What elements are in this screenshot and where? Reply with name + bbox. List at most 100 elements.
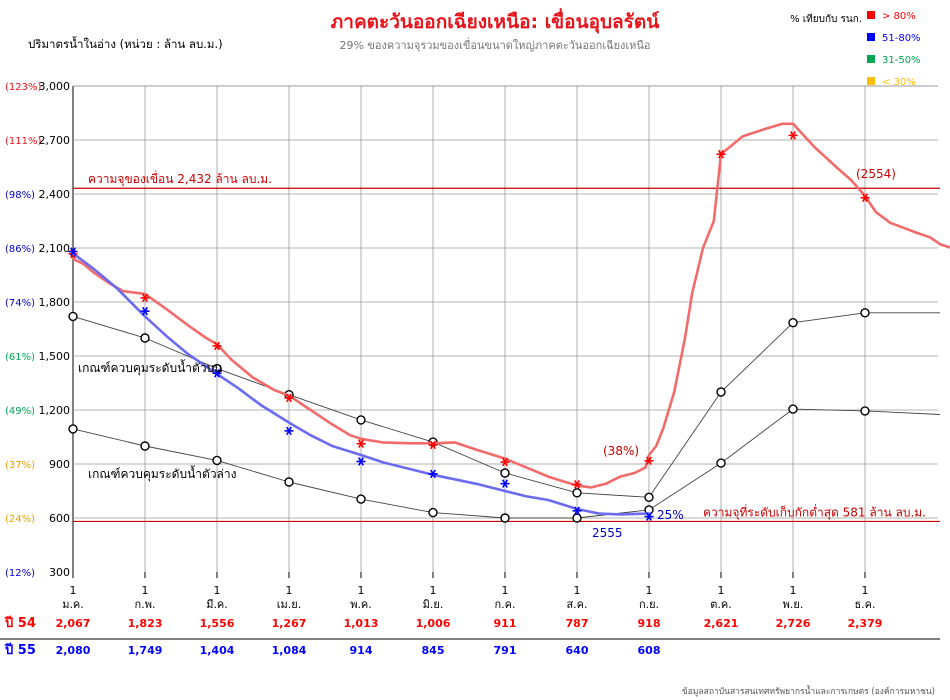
x-month-label-8: ก.ย.	[639, 598, 659, 611]
y-tick-label-300: 300	[49, 566, 70, 579]
min-storage-label: ความจุที่ระดับเก็บกักต่ำสุด 581 ล้าน ลบ.…	[703, 503, 926, 520]
lower-rule-label: เกณฑ์ควบคุมระดับน้ำตัวล่าง	[88, 465, 237, 482]
lower-rule-marker-6	[500, 513, 510, 523]
chart-subtitle: 29% ของความจุรวมของเขื่อนขนาดใหญ่ภาคตะวั…	[339, 37, 650, 52]
point-y55-8	[644, 512, 654, 521]
table-row55-value-3: 1,084	[272, 644, 307, 657]
pct25-label: 25%	[657, 508, 684, 522]
table-row54-label: ปี 54	[4, 615, 36, 631]
point-y54-8	[644, 456, 654, 466]
table-row54-value-7: 787	[566, 617, 589, 630]
legend-label-1: 51-80%	[882, 33, 921, 44]
point-y55-5	[428, 469, 438, 479]
legend: % เทียบกับ รนก. > 80% 51-80% 31-50% < 30%	[790, 11, 921, 88]
point-y54-2	[212, 341, 222, 351]
series-line-y55	[71, 252, 651, 516]
x-month-label-4: พ.ค.	[350, 598, 372, 611]
x-day-label-5: 1	[430, 584, 437, 597]
point-y55-7	[572, 506, 582, 516]
legend-swatch-3	[867, 77, 875, 85]
lower-rule-marker-0	[68, 424, 78, 434]
y-tick-label-1500: 1,500	[39, 350, 71, 363]
table-row55-value-8: 608	[638, 644, 661, 657]
table-row55-value-7: 640	[566, 644, 589, 657]
table-row54-value-0: 2,067	[56, 617, 91, 630]
upper-rule-marker-7	[572, 488, 582, 498]
x-day-label-9: 1	[718, 584, 725, 597]
y-pct-label-900: (37%)	[5, 460, 35, 471]
x-day-label-0: 1	[70, 584, 77, 597]
upper-rule-label: เกณฑ์ควบคุมระดับน้ำตัวบน	[78, 359, 222, 376]
lower-rule-marker-1	[140, 441, 150, 451]
table-row54-value-6: 911	[494, 617, 517, 630]
point-y54-9	[716, 149, 726, 159]
y-tick-label-2700: 2,700	[39, 134, 71, 147]
x-month-label-11: ธ.ค.	[854, 598, 875, 611]
x-day-label-3: 1	[286, 584, 293, 597]
x-month-label-0: ม.ค.	[62, 598, 84, 611]
year-2555-label: 2555	[592, 526, 623, 540]
table-row54-value-9: 2,621	[704, 617, 739, 630]
y-tick-label-3000: 3,000	[39, 80, 71, 93]
table-row54-value-8: 918	[638, 617, 661, 630]
y-pct-label-1500: (61%)	[5, 352, 35, 363]
x-month-label-1: ก.พ.	[135, 598, 156, 611]
point-y55-3	[284, 426, 294, 436]
x-month-label-2: มี.ค.	[206, 598, 228, 611]
point-y55-1	[140, 306, 150, 316]
legend-swatch-2	[867, 55, 875, 63]
table-row55-value-2: 1,404	[200, 644, 235, 657]
x-month-label-6: ก.ค.	[494, 598, 515, 611]
y-pct-label-300: (12%)	[5, 568, 35, 579]
capacity-label: ความจุของเขื่อน 2,432 ล้าน ลบ.ม.	[88, 170, 272, 187]
x-month-label-3: เม.ย.	[277, 598, 301, 611]
upper-rule-marker-11	[860, 308, 870, 318]
y-tick-label-900: 900	[49, 458, 70, 471]
x-day-label-6: 1	[502, 584, 509, 597]
y-tick-label-1800: 1,800	[39, 296, 71, 309]
y-tick-label-2100: 2,100	[39, 242, 71, 255]
lower-rule-marker-7	[572, 513, 582, 523]
y-tick-label-1200: 1,200	[39, 404, 71, 417]
table-row54-value-3: 1,267	[272, 617, 307, 630]
table-row54-value-5: 1,006	[416, 617, 451, 630]
year-2554-label: (2554)	[856, 167, 896, 181]
series-line-y54	[71, 122, 950, 489]
x-month-label-7: ส.ค.	[566, 598, 587, 611]
y-tick-label-600: 600	[49, 512, 70, 525]
y-tick-label-2400: 2,400	[39, 188, 71, 201]
x-day-label-1: 1	[142, 584, 149, 597]
point-y55-6	[500, 479, 510, 488]
legend-title: % เทียบกับ รนก.	[790, 13, 862, 25]
table-row54-value-1: 1,823	[128, 617, 163, 630]
point-y54-7	[572, 480, 582, 489]
y-pct-label-1800: (74%)	[5, 298, 35, 309]
legend-label-2: 31-50%	[882, 55, 921, 66]
x-day-label-11: 1	[862, 584, 869, 597]
point-y54-10	[788, 131, 798, 140]
y-pct-label-2400: (98%)	[5, 190, 35, 201]
legend-swatch-0	[867, 11, 875, 19]
upper-rule-marker-0	[68, 311, 78, 322]
chart-title: ภาคตะวันออกเฉียงเหนือ: เขื่อนอุบลรัตน์	[331, 8, 660, 34]
table-row55-value-6: 791	[494, 644, 517, 657]
upper-rule-marker-10	[788, 318, 798, 328]
point-y54-3	[284, 393, 294, 403]
legend-label-3: < 30%	[882, 77, 916, 88]
legend-swatch-1	[867, 33, 875, 41]
x-month-label-5: มิ.ย.	[423, 598, 444, 611]
point-y54-6	[500, 457, 510, 467]
table-row55-value-5: 845	[422, 644, 445, 657]
x-day-label-8: 1	[646, 584, 653, 597]
y-pct-label-1200: (49%)	[5, 406, 35, 417]
y-axis-label: ปริมาตรน้ำในอ่าง (หน่วย : ล้าน ลบ.ม.)	[28, 36, 223, 51]
lower-rule-marker-10	[788, 404, 798, 414]
table-row55-label: ปี 55	[4, 642, 36, 658]
upper-rule-marker-9	[716, 387, 726, 397]
table-row55-value-0: 2,080	[56, 644, 91, 657]
table-row54-value-2: 1,556	[200, 617, 235, 630]
upper-rule-marker-6	[500, 468, 510, 478]
point-y55-2	[212, 368, 222, 378]
point-y54-11	[860, 193, 870, 203]
